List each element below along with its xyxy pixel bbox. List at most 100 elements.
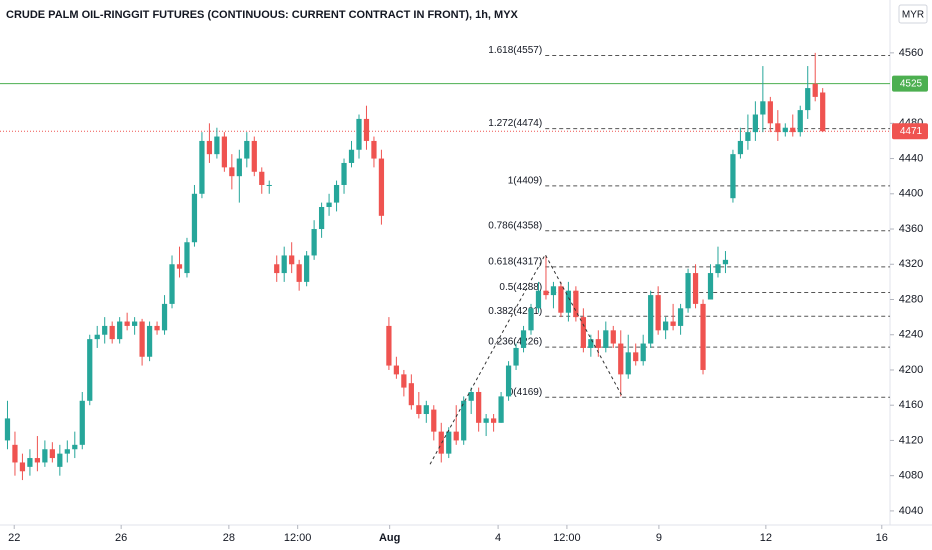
currency-box (898, 4, 928, 24)
y-tick-label: 4120 (899, 434, 923, 446)
candle-body (535, 290, 542, 309)
y-tick-label: 4560 (899, 47, 923, 59)
candle-body (341, 162, 347, 185)
candle-body (446, 431, 452, 454)
candle-body (259, 171, 265, 185)
candle-body (812, 83, 818, 97)
candle-body (722, 259, 729, 265)
candle-body (648, 295, 654, 344)
candle-body (79, 400, 85, 445)
candle-body (4, 418, 11, 441)
candle-body (311, 229, 317, 256)
y-tick-label: 4040 (899, 505, 923, 517)
candle-body (715, 264, 721, 274)
candle-body (498, 396, 504, 423)
candle-body (588, 339, 594, 348)
candle-body (281, 255, 287, 274)
price-label-box (892, 75, 928, 92)
candle-body (558, 286, 564, 313)
x-tick-label: Aug (379, 532, 400, 544)
candle-body (72, 444, 78, 450)
candle-body (700, 303, 706, 370)
candle-body (490, 418, 497, 423)
x-tick-label: 28 (223, 532, 235, 544)
candle-body (348, 149, 355, 163)
candle-body (476, 391, 482, 423)
candle-body (57, 453, 63, 467)
candle-body (184, 242, 190, 274)
candle-body (371, 140, 377, 159)
candle-body (767, 101, 773, 124)
candle-body (565, 290, 572, 313)
candle-body (236, 158, 242, 177)
y-tick-label: 4320 (899, 258, 923, 270)
x-tick-label: 22 (8, 532, 20, 544)
candle-body (573, 290, 579, 318)
candle-body (483, 418, 489, 423)
candle-body (154, 325, 160, 331)
candle-body (760, 101, 766, 115)
candle-body (49, 449, 55, 459)
fib-label: 1.618(4557) (488, 45, 542, 56)
candle-body (737, 140, 744, 155)
fib-label: 0.786(4358) (488, 220, 542, 231)
candle-body (274, 264, 280, 274)
candle-body (251, 140, 257, 172)
candle-body (289, 255, 295, 265)
candle-body (326, 202, 332, 208)
candle-body (117, 321, 123, 340)
y-tick-label: 4480 (899, 117, 923, 129)
pattern-line (429, 253, 623, 465)
candle-body (333, 184, 340, 203)
candle-body (625, 352, 631, 375)
x-tick-label: 12:00 (553, 532, 581, 544)
candle-body (528, 308, 534, 331)
candle-body (363, 118, 370, 141)
fib-label: 1.272(4474) (488, 118, 542, 129)
candle-body (94, 334, 100, 340)
candle-body (304, 255, 310, 282)
candle-body (453, 431, 459, 441)
candle-body (378, 158, 385, 216)
candle-body (423, 405, 429, 415)
fib-label: 0(4169) (508, 387, 542, 398)
x-tick-label: 16 (876, 532, 888, 544)
candle-body (102, 325, 108, 335)
candle-body (677, 308, 684, 326)
candle-body (805, 88, 811, 111)
x-tick-label: 9 (656, 532, 662, 544)
chart-title: CRUDE PALM OIL-RINGGIT FUTURES (CONTINUO… (6, 9, 519, 21)
candle-body (87, 339, 93, 401)
candle-body (461, 400, 467, 441)
fib-label: 0.618(4317) (488, 257, 542, 268)
x-tick-label: 26 (115, 532, 127, 544)
fib-label: 0.236(4226) (488, 337, 542, 348)
candle-body (550, 286, 557, 296)
y-tick-label: 4200 (899, 364, 923, 376)
candle-body (266, 184, 272, 186)
candle-body (296, 264, 302, 282)
candle-body (520, 330, 527, 348)
candle-body (416, 405, 422, 415)
candle-body (633, 352, 639, 362)
candle-body (146, 325, 153, 357)
y-tick-label: 4400 (899, 188, 923, 200)
candle-body (438, 431, 444, 454)
candle-body (790, 127, 796, 133)
y-tick-label: 4440 (899, 152, 923, 164)
candle-body (640, 343, 646, 362)
candle-body (42, 449, 48, 463)
candle-body (775, 123, 781, 133)
candle-body (670, 321, 676, 326)
candle-body (27, 458, 33, 467)
y-tick-label: 4080 (899, 470, 923, 482)
candle-body (206, 140, 213, 155)
y-tick-label: 4360 (899, 223, 923, 235)
y-tick-label: 4240 (899, 329, 923, 341)
candle-body (655, 295, 661, 331)
candle-body (408, 383, 414, 406)
candle-body (109, 325, 115, 340)
fib-label: 0.5(4288) (499, 282, 542, 293)
